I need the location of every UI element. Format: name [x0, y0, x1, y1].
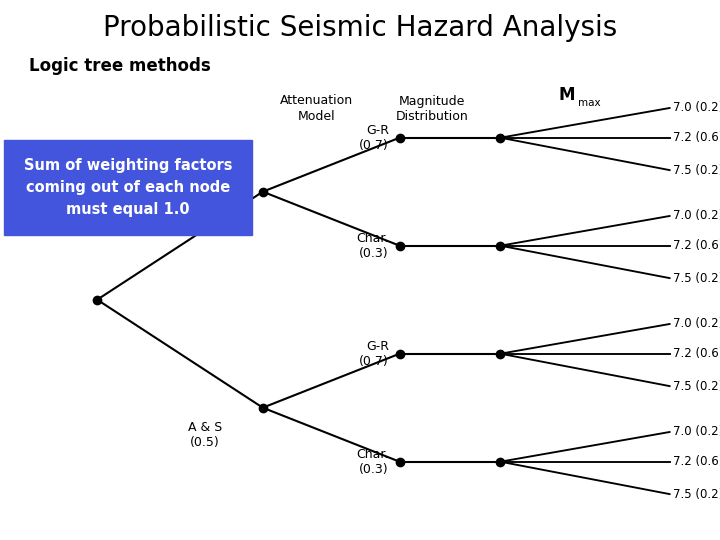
Text: 7.2 (0.6): 7.2 (0.6): [673, 347, 720, 360]
Text: 7.0 (0.2): 7.0 (0.2): [673, 102, 720, 114]
Text: 7.5 (0.2): 7.5 (0.2): [673, 164, 720, 177]
Text: 7.2 (0.6): 7.2 (0.6): [673, 455, 720, 468]
Text: 7.0 (0.2): 7.0 (0.2): [673, 426, 720, 438]
Text: 7.5 (0.2): 7.5 (0.2): [673, 488, 720, 501]
Text: Attenuation
Model: Attenuation Model: [280, 94, 354, 123]
Text: max: max: [578, 98, 600, 109]
Text: 7.0 (0.2): 7.0 (0.2): [673, 210, 720, 222]
Text: Sum of weighting factors
coming out of each node
must equal 1.0: Sum of weighting factors coming out of e…: [24, 158, 232, 217]
Text: M: M: [558, 86, 575, 104]
Text: G-R
(0.7): G-R (0.7): [359, 124, 389, 152]
Text: A & S
(0.5): A & S (0.5): [188, 421, 222, 449]
Text: Char.
(0.3): Char. (0.3): [356, 448, 389, 476]
Text: G-R
(0.7): G-R (0.7): [359, 340, 389, 368]
Text: 7.5 (0.2): 7.5 (0.2): [673, 272, 720, 285]
Text: 7.2 (0.6): 7.2 (0.6): [673, 239, 720, 252]
Text: Probabilistic Seismic Hazard Analysis: Probabilistic Seismic Hazard Analysis: [103, 14, 617, 42]
Text: Char.
(0.3): Char. (0.3): [356, 232, 389, 260]
FancyBboxPatch shape: [4, 140, 252, 235]
Text: Magnitude
Distribution: Magnitude Distribution: [395, 94, 469, 123]
Text: (0.5): (0.5): [222, 208, 253, 221]
Text: 7.2 (0.6): 7.2 (0.6): [673, 131, 720, 144]
Text: 7.5 (0.2): 7.5 (0.2): [673, 380, 720, 393]
Text: Logic tree methods: Logic tree methods: [29, 57, 210, 75]
Text: 7.0 (0.2): 7.0 (0.2): [673, 318, 720, 330]
